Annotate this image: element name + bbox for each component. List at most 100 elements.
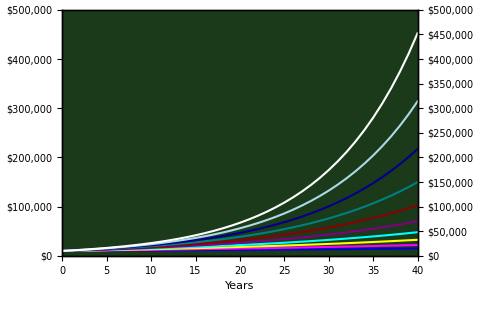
1% — [60, 249, 65, 253]
Line: 8%: 8% — [62, 149, 418, 251]
3% — [166, 247, 172, 251]
8% — [60, 249, 65, 253]
2% — [148, 248, 154, 252]
5% — [184, 244, 190, 248]
3% — [184, 246, 190, 250]
9% — [68, 249, 74, 253]
4% — [308, 239, 314, 243]
3% — [344, 241, 349, 245]
7% — [353, 208, 359, 212]
7% — [166, 243, 172, 247]
4% — [104, 248, 110, 252]
10% — [202, 231, 207, 235]
7% — [122, 246, 128, 250]
5% — [371, 227, 376, 231]
10% — [157, 240, 163, 244]
9% — [148, 242, 154, 246]
10% — [184, 235, 190, 239]
7% — [397, 190, 403, 194]
3% — [335, 241, 341, 245]
5% — [175, 245, 181, 249]
1% — [237, 248, 243, 252]
5% — [139, 246, 145, 250]
3% — [77, 249, 83, 253]
7% — [379, 198, 385, 202]
9% — [193, 236, 199, 240]
3% — [228, 245, 234, 249]
7% — [335, 214, 341, 218]
2% — [104, 248, 110, 252]
2% — [184, 247, 190, 251]
8% — [273, 223, 278, 227]
5% — [210, 243, 216, 247]
9% — [300, 203, 305, 207]
2% — [86, 249, 92, 253]
7% — [104, 247, 110, 251]
5% — [228, 241, 234, 245]
8% — [406, 155, 412, 159]
4% — [388, 233, 394, 237]
4% — [326, 238, 332, 242]
5% — [415, 219, 420, 223]
10% — [77, 248, 83, 252]
10% — [219, 227, 225, 231]
9% — [219, 231, 225, 235]
6% — [397, 209, 403, 213]
5% — [219, 242, 225, 246]
9% — [281, 212, 287, 215]
4% — [131, 247, 136, 251]
1% — [264, 248, 270, 252]
6% — [166, 244, 172, 248]
1% — [255, 248, 261, 252]
8% — [202, 237, 207, 241]
7% — [131, 245, 136, 249]
3% — [406, 238, 412, 242]
Line: 5%: 5% — [62, 221, 418, 251]
3% — [281, 244, 287, 248]
8% — [131, 245, 136, 249]
Y-axis label: Account Balance: Account Balance — [0, 86, 1, 179]
5% — [255, 239, 261, 243]
Line: 7%: 7% — [62, 182, 418, 251]
10% — [131, 243, 136, 247]
9% — [95, 247, 101, 251]
3% — [361, 240, 367, 244]
8% — [122, 245, 128, 249]
1% — [335, 247, 341, 251]
7% — [317, 219, 323, 223]
6% — [379, 214, 385, 218]
2% — [202, 247, 207, 251]
10% — [273, 205, 278, 209]
6% — [148, 245, 154, 249]
9% — [326, 189, 332, 193]
3% — [290, 243, 296, 247]
4% — [335, 237, 341, 241]
1% — [166, 248, 172, 252]
8% — [371, 181, 376, 185]
Line: 9%: 9% — [62, 101, 418, 251]
6% — [122, 246, 128, 250]
4% — [60, 249, 65, 253]
8% — [290, 217, 296, 221]
1% — [77, 249, 83, 253]
5% — [148, 246, 154, 250]
4% — [344, 236, 349, 240]
8% — [77, 248, 83, 252]
1% — [157, 248, 163, 252]
9% — [246, 224, 252, 228]
9% — [273, 215, 278, 219]
5% — [379, 225, 385, 229]
6% — [317, 227, 323, 231]
10% — [255, 214, 261, 218]
2% — [290, 246, 296, 250]
10% — [228, 224, 234, 228]
1% — [281, 248, 287, 252]
1% — [344, 247, 349, 251]
6% — [86, 248, 92, 252]
3% — [353, 241, 359, 245]
1% — [193, 248, 199, 252]
3% — [308, 243, 314, 247]
7% — [77, 248, 83, 252]
4% — [353, 236, 359, 240]
2% — [122, 248, 128, 252]
